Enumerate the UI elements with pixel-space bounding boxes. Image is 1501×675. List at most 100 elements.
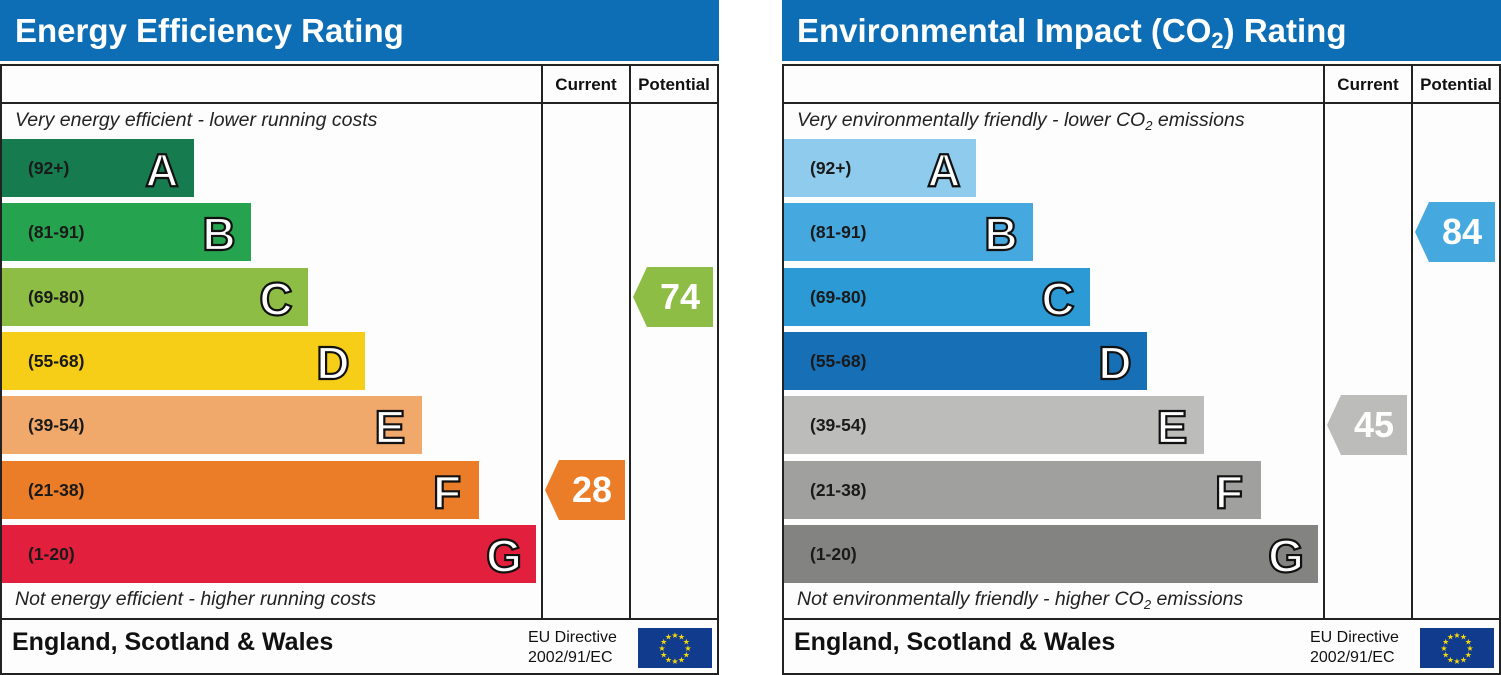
rating-table: Current Potential Very energy efficient … <box>0 64 719 675</box>
band-b: (81-91) B <box>784 203 1033 261</box>
band-letter-text: E <box>1157 401 1188 453</box>
band-e: (39-54) E <box>2 396 422 454</box>
current-rating-value: 28 <box>571 468 613 510</box>
svg-text:★: ★ <box>658 644 665 653</box>
svg-text:★: ★ <box>665 655 672 664</box>
potential-column-header: Potential <box>638 75 710 94</box>
eu-directive-label: EU Directive 2002/91/EC <box>528 629 617 666</box>
panel-title: Environmental Impact (CO2) Rating <box>782 0 1501 61</box>
band-g: (1-20) G <box>2 524 536 583</box>
band-f: (21-38) F <box>2 460 479 519</box>
band-range-label: (39-54) <box>28 415 85 436</box>
band-range-label: (81-91) <box>28 222 85 243</box>
divider <box>2 618 717 620</box>
band-letter: F <box>432 464 462 518</box>
svg-text:★: ★ <box>671 657 678 666</box>
band-letter-text: D <box>1098 337 1131 389</box>
band-g: (1-20) G <box>784 524 1318 583</box>
band-letter-text: F <box>433 466 461 518</box>
bottom-caption: Not environmentally friendly - higher CO… <box>797 588 1244 612</box>
current-rating-arrow: 45 <box>1327 395 1407 456</box>
band-letter-text: B <box>984 208 1017 260</box>
eu-flag-icon: ★ ★ ★ ★ ★ ★ ★ ★ ★ ★ ★ ★ <box>638 628 712 668</box>
band-letter-text: D <box>316 337 349 389</box>
svg-text:★: ★ <box>683 638 690 647</box>
band-e: (39-54) E <box>784 396 1204 454</box>
divider <box>784 102 1499 104</box>
band-letter: F <box>1214 464 1244 518</box>
potential-column-header: Potential <box>1420 75 1492 94</box>
band-range-label: (39-54) <box>810 415 867 436</box>
svg-text:★: ★ <box>1447 633 1454 642</box>
potential-rating-arrow: 74 <box>633 266 713 327</box>
band-range-label: (92+) <box>810 158 852 178</box>
top-caption: Very energy efficient - lower running co… <box>15 109 378 131</box>
band-f: (21-38) F <box>784 460 1261 519</box>
eu-directive-label: EU Directive 2002/91/EC <box>1310 629 1399 666</box>
band-c: (69-80) C <box>784 267 1090 326</box>
band-b: (81-91) B <box>2 203 251 261</box>
current-column-header: Current <box>1337 75 1399 94</box>
svg-text:★: ★ <box>665 633 672 642</box>
band-range-label: (1-20) <box>810 543 857 564</box>
band-letter: G <box>485 529 523 583</box>
band-range-label: (21-38) <box>28 479 85 500</box>
band-letter-text: A <box>145 144 178 196</box>
band-letter: D <box>1097 336 1132 390</box>
divider <box>1411 66 1413 620</box>
current-rating-value: 45 <box>1353 404 1395 446</box>
band-range-label: (1-20) <box>28 543 75 564</box>
band-d: (55-68) D <box>2 331 365 390</box>
band-letter-text: G <box>1268 530 1304 582</box>
band-letter: B <box>983 207 1018 261</box>
band-a: (92+) A <box>2 139 194 197</box>
svg-text:★: ★ <box>660 651 667 660</box>
potential-rating-value: 74 <box>659 275 701 317</box>
svg-text:★: ★ <box>1460 633 1467 642</box>
band-letter: B <box>201 207 236 261</box>
svg-text:★: ★ <box>660 638 667 647</box>
svg-text:★: ★ <box>1442 638 1449 647</box>
band-letter: E <box>1156 400 1189 454</box>
svg-text:★: ★ <box>1447 655 1454 664</box>
band-range-label: (55-68) <box>810 350 867 371</box>
band-letter-text: C <box>1041 273 1074 325</box>
divider <box>541 66 543 620</box>
svg-text:★: ★ <box>1453 631 1460 640</box>
band-d: (55-68) D <box>784 331 1147 390</box>
svg-text:★: ★ <box>678 633 685 642</box>
band-letter: A <box>926 143 961 197</box>
environmental-impact-panel: Environmental Impact (CO2) Rating Curren… <box>782 0 1501 675</box>
svg-text:★: ★ <box>1440 644 1447 653</box>
divider <box>629 66 631 620</box>
svg-text:★: ★ <box>1465 638 1472 647</box>
country-label: England, Scotland & Wales <box>794 628 1116 656</box>
divider <box>2 102 717 104</box>
band-range-label: (81-91) <box>810 222 867 243</box>
band-range-label: (92+) <box>28 158 70 178</box>
band-a: (92+) A <box>784 139 976 197</box>
eu-flag-icon: ★ ★ ★ ★ ★ ★ ★ ★ ★ ★ ★ ★ <box>1420 628 1494 668</box>
svg-text:★: ★ <box>684 644 691 653</box>
divider <box>1323 66 1325 620</box>
band-letter: E <box>374 400 407 454</box>
band-letter-text: A <box>927 144 960 196</box>
svg-text:★: ★ <box>1442 651 1449 660</box>
top-caption: Very environmentally friendly - lower CO… <box>797 109 1245 133</box>
potential-rating-arrow: 84 <box>1415 202 1495 263</box>
band-letter: A <box>144 143 179 197</box>
band-range-label: (69-80) <box>28 286 85 307</box>
rating-table: Current Potential Very environmentally f… <box>782 64 1501 675</box>
bottom-caption: Not energy efficient - higher running co… <box>15 588 376 610</box>
band-letter-text: G <box>486 530 522 582</box>
svg-text:★: ★ <box>1465 651 1472 660</box>
band-range-label: (21-38) <box>810 479 867 500</box>
current-rating-arrow: 28 <box>545 459 625 520</box>
svg-text:★: ★ <box>683 651 690 660</box>
potential-rating-value: 84 <box>1441 211 1483 253</box>
energy-efficiency-panel: Energy Efficiency Rating Current Potenti… <box>0 0 719 675</box>
band-letter: C <box>258 271 293 325</box>
svg-text:★: ★ <box>1453 657 1460 666</box>
country-label: England, Scotland & Wales <box>12 628 334 656</box>
band-letter: C <box>1040 271 1075 325</box>
